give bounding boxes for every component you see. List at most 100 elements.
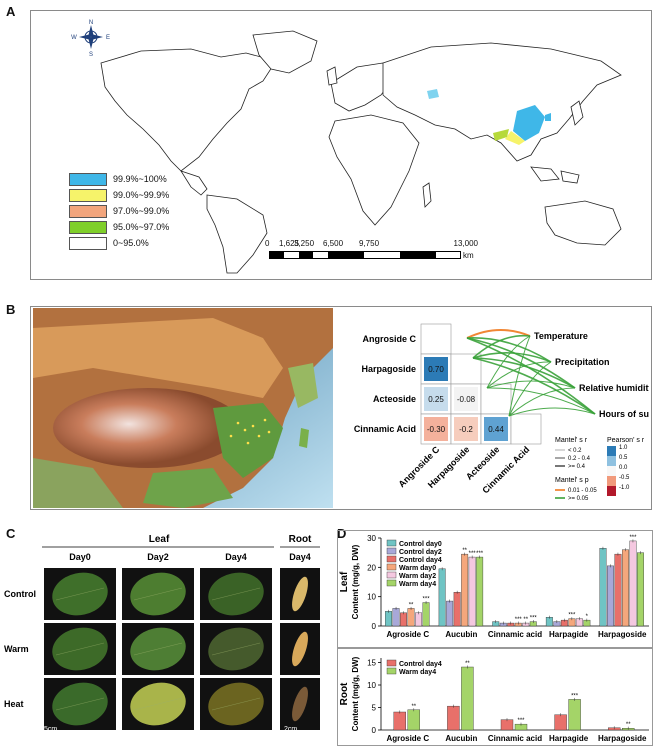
significance-mark: *** [476, 551, 484, 557]
x-category-label: Harpagoside [598, 630, 647, 639]
mantel-link [508, 387, 576, 417]
significance-mark: ** [523, 617, 528, 623]
y-tick-label: 0 [372, 726, 377, 735]
mantel-link [508, 361, 552, 417]
scale-tick-label: 6,500 [323, 239, 344, 248]
distribution-legend: 99.9%~100% 99.0%~99.9% 97.0%~99.0% 95.0%~97… [69, 171, 189, 251]
root-content-chart: Root Content (mg/g, DW) 0 5 10 15 Agroside C Au… [337, 648, 653, 746]
mantel-p-label: 0.01 - 0.05 [568, 488, 597, 494]
x-category-label: Harpagide [549, 734, 589, 743]
pearson-colorbar-segment [607, 476, 616, 486]
day-column-header: Day4 [225, 552, 247, 562]
mantel-link [508, 407, 596, 417]
bar [476, 556, 484, 627]
y-tick-label: 30 [367, 534, 376, 543]
mantel-p-label: >= 0.05 [568, 496, 589, 502]
heatmap-row-label: Cinnamic Acid [354, 424, 416, 434]
heatmap-cell [424, 417, 448, 441]
scale-unit: km [463, 251, 474, 260]
bar [468, 556, 476, 627]
leaf-photo-grid: Leaf Root Day0 Day2 Day4 Day4 Control Warm Heat 5… [4, 534, 320, 735]
pearson-title: Pearson' s r [607, 437, 645, 444]
significance-mark: *** [629, 535, 637, 541]
legend-label: Warm day4 [399, 669, 436, 676]
env-variable-label: Relative humidity [579, 383, 649, 393]
root-photo [292, 631, 308, 667]
legend-swatch [69, 204, 107, 218]
heatmap-grid-cell [420, 323, 452, 355]
tissue-label: Root [339, 682, 350, 705]
legend-label: Control day0 [399, 541, 442, 548]
scale-tick-label: 0 [265, 239, 270, 248]
root-photo [292, 686, 308, 722]
correlation-heatmap: 0.70 0.25 -0.08 -0.30 -0.2 0.44 Angroside C Har… [354, 323, 649, 502]
pearson-tick-label: -1.0 [619, 485, 630, 491]
y-tick-label: 15 [367, 659, 376, 668]
root-photo [292, 576, 308, 612]
mantel-link [486, 387, 596, 415]
bar [415, 612, 423, 627]
bar [461, 553, 469, 627]
legend-label: Control day2 [399, 549, 442, 556]
panel-d-label: D [337, 526, 347, 541]
legend-swatch [69, 220, 107, 234]
significance-mark: *** [517, 718, 525, 724]
legend-item: 0~95.0% [69, 235, 189, 251]
leaf-vein [133, 697, 183, 711]
significance-mark: ** [462, 548, 467, 554]
leaf-vein [133, 642, 183, 656]
legend-label: Control day4 [399, 557, 442, 564]
bar [392, 608, 400, 627]
leaf-content-chart: Leaf Content (mg/g, DW) 0 10 20 30 Agroside C A… [337, 530, 653, 648]
legend-item: 99.9%~100% [69, 171, 189, 187]
bar [422, 602, 430, 627]
env-variable-label: Precipitation [555, 357, 610, 367]
leaf-vein [55, 697, 105, 711]
treatment-row-header: Control [4, 589, 36, 599]
significance-mark: *** [423, 597, 431, 603]
mantel-link [486, 335, 531, 389]
leaf-vein [211, 587, 261, 601]
heatmap-row-label: Acteoside [373, 394, 416, 404]
leaf-group-title: Leaf [149, 534, 170, 545]
legend-label: 95.0%~97.0% [113, 222, 170, 232]
legend-label: 0~95.0% [113, 238, 149, 248]
heatmap-cell-value: 0.70 [428, 365, 444, 374]
day-column-header: Day0 [69, 552, 91, 562]
x-category-label: Aucubin [445, 630, 477, 639]
legend-swatch [386, 571, 397, 579]
pearson-tick-label: -0.5 [619, 475, 630, 481]
y-axis-title: Content (mg/g, DW) [351, 544, 360, 619]
bar [637, 552, 644, 627]
legend-swatch [386, 547, 397, 555]
mantel-link [466, 337, 552, 363]
y-tick-label: 10 [367, 593, 376, 602]
env-variable-label: Hours of sunlight [599, 409, 649, 419]
leaf-scale-label: 5cm [44, 726, 57, 733]
bar [385, 611, 392, 627]
world-map [100, 30, 622, 274]
heatmap-cell-value: -0.08 [457, 395, 476, 404]
heatmap-cell [454, 387, 478, 411]
distribution-overlay [427, 89, 551, 145]
heatmap-cell-value: 0.25 [428, 395, 444, 404]
scale-tick-label: 3,250 [294, 239, 315, 248]
mantel-link [466, 337, 596, 415]
bar [568, 699, 581, 731]
panel-b-label: B [6, 302, 16, 317]
pearson-tick-label: 1.0 [619, 445, 628, 451]
heatmap-cell-value: -0.30 [427, 425, 446, 434]
compass-w-label: W [71, 35, 77, 41]
legend-label: Warm day4 [399, 581, 436, 588]
leaf-vein [55, 642, 105, 656]
root-scale-label: 2cm [284, 726, 297, 733]
bar [461, 666, 474, 731]
legend-swatch [386, 563, 397, 571]
significance-mark: *** [530, 616, 538, 622]
bar [614, 553, 622, 627]
mantel-p-title: Mantel' s p [555, 477, 589, 484]
pearson-tick-label: 0.0 [619, 465, 628, 471]
significance-mark: ** [626, 722, 631, 728]
heatmap-row-label: Angroside C [362, 334, 416, 344]
legend-item: 99.0%~99.9% [69, 187, 189, 203]
